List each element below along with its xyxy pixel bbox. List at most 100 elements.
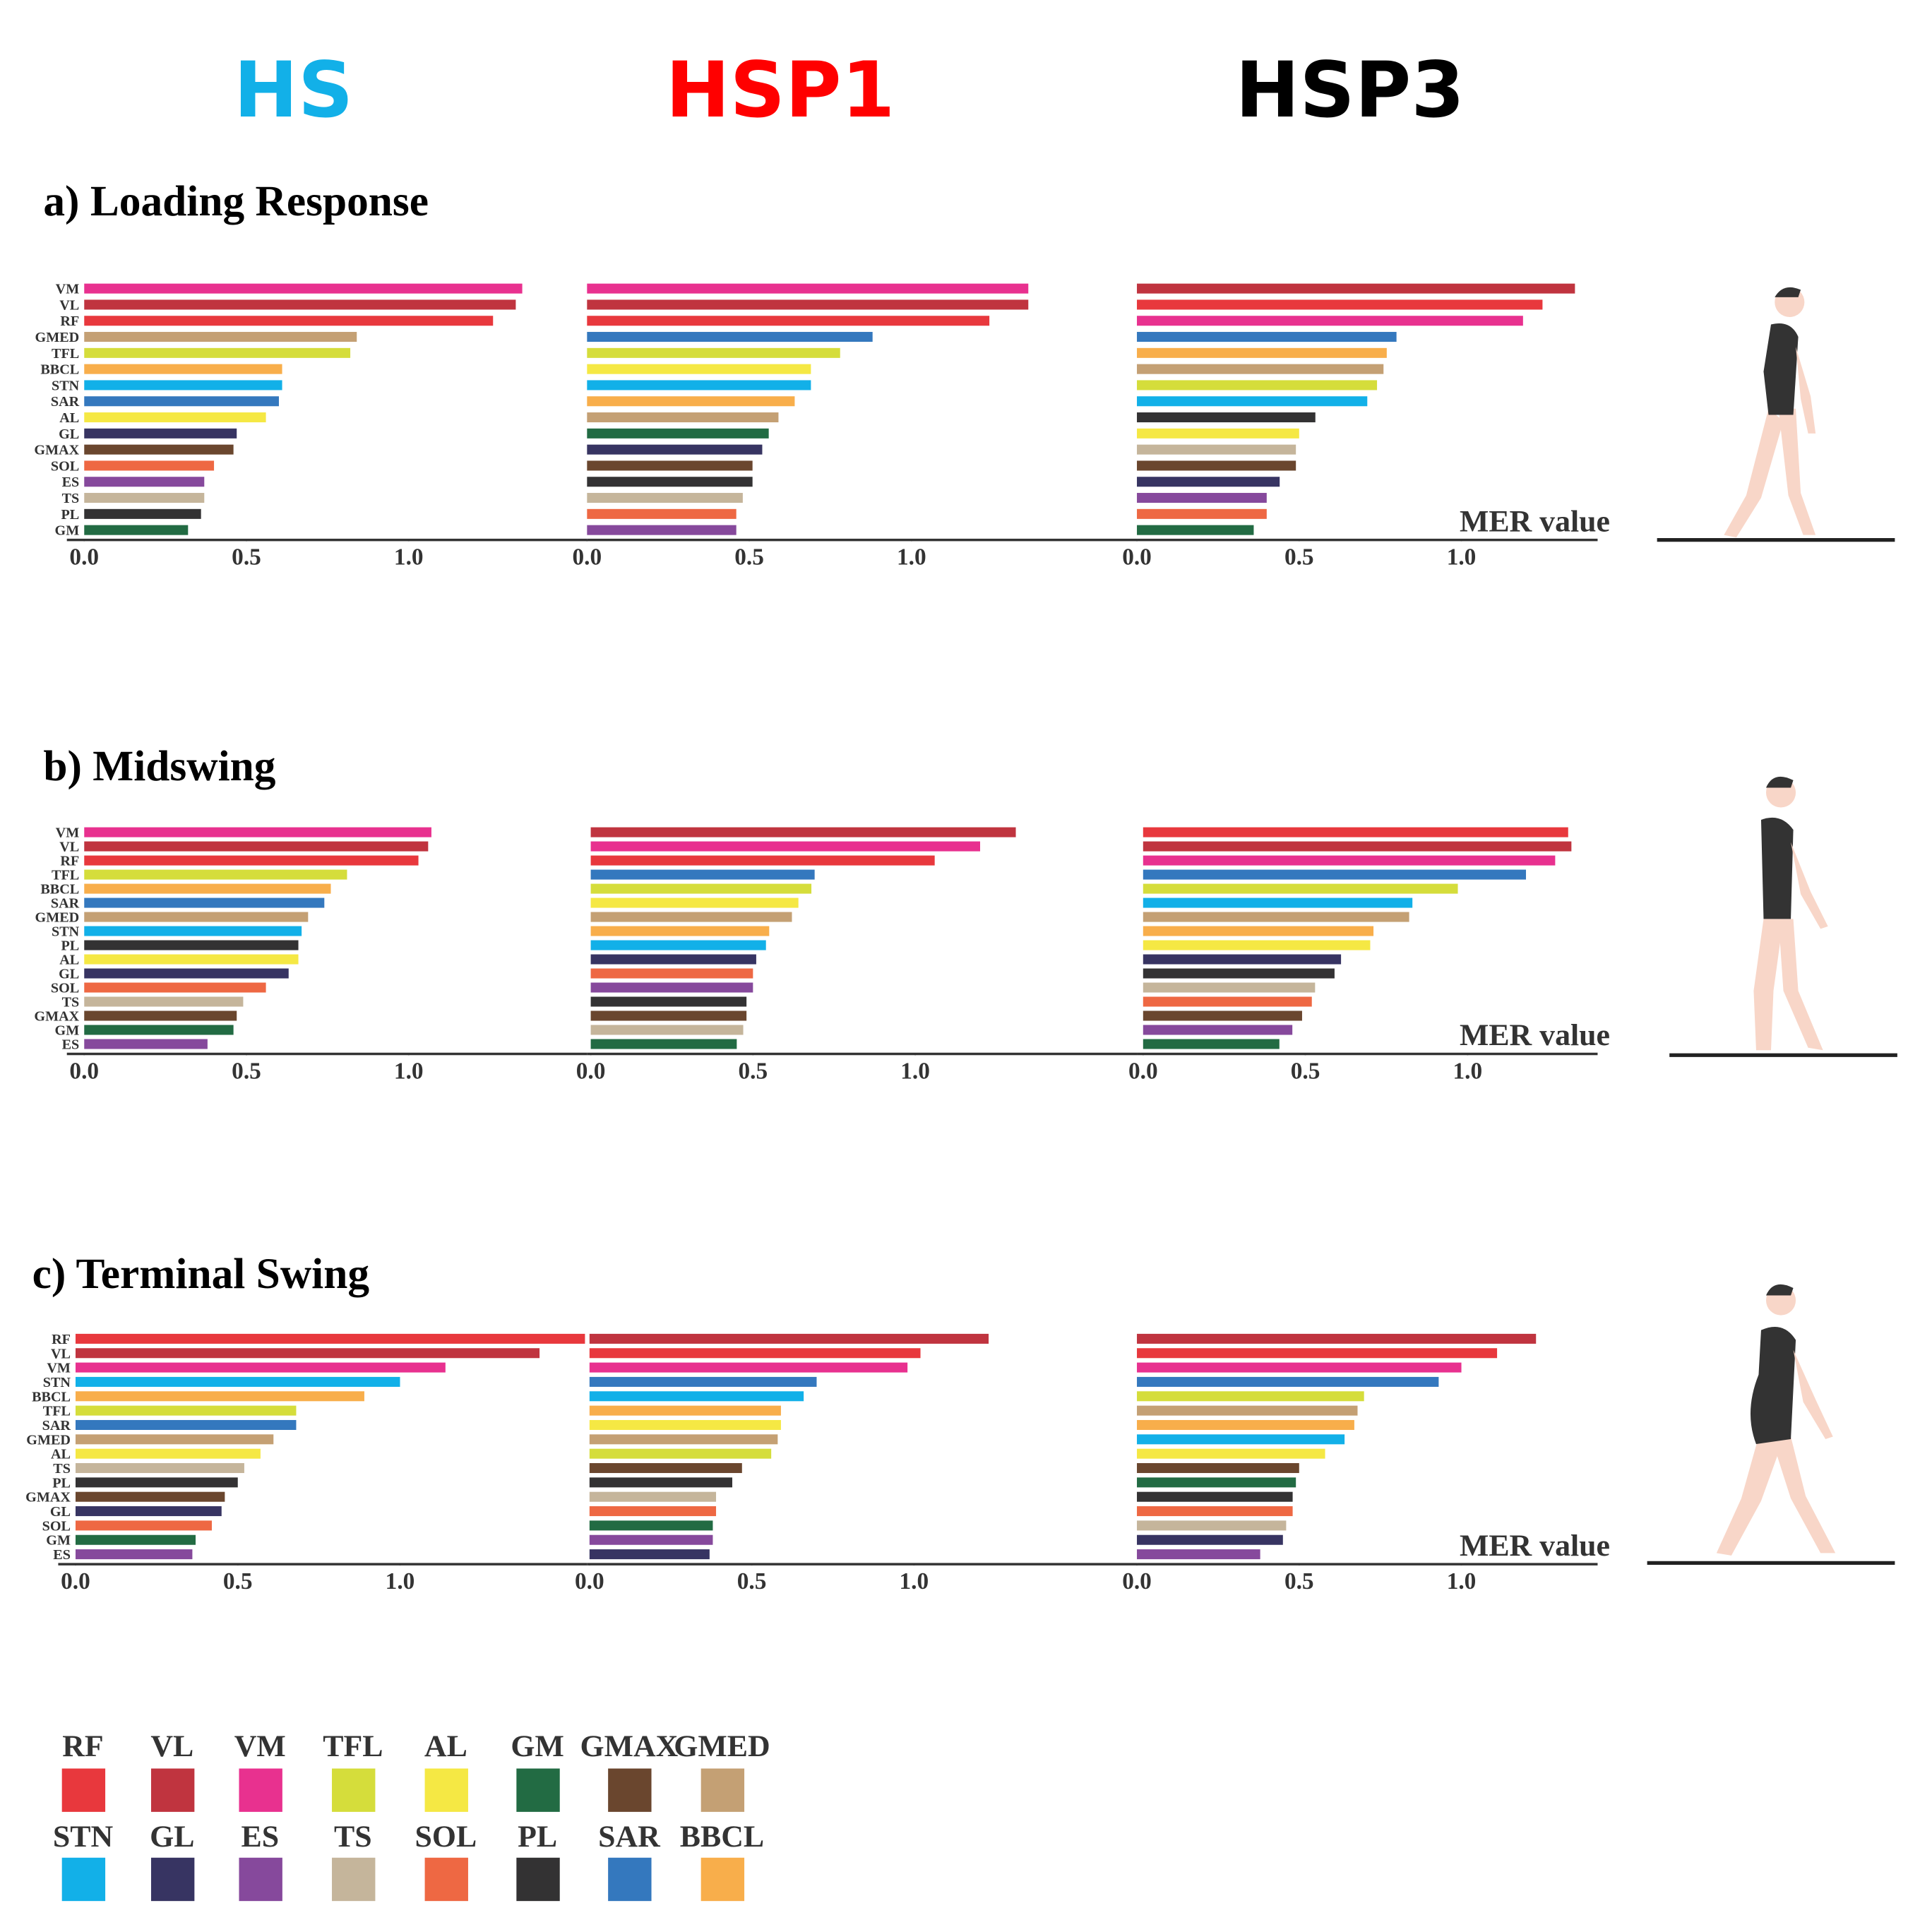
legend-swatch [424,1768,468,1812]
legend-label: TFL [323,1729,383,1763]
legend-swatch [332,1768,376,1812]
bar [1143,954,1342,965]
bar [587,332,873,342]
y-tick-label: AL [59,410,79,426]
x-tick-label: 1.0 [394,1059,424,1085]
bar [75,1333,585,1344]
x-tick-label: 0.5 [223,1568,253,1594]
bar [1137,1419,1354,1430]
x-tick-label: 0.5 [737,1568,767,1594]
legend-label: GMED [674,1729,770,1763]
x-tick-label: 1.0 [900,1059,930,1085]
legend-label: RF [62,1729,103,1763]
bar [590,954,756,965]
bar [589,1405,781,1416]
bar [1137,283,1575,294]
bar [587,460,753,471]
bar [75,1491,225,1502]
bar [587,283,1029,294]
bar [589,1362,908,1373]
bar [1137,1477,1296,1488]
bar [1137,460,1296,471]
y-tick-label: RF [52,1332,71,1347]
x-tick-label: 1.0 [386,1568,415,1594]
legend-label: BBCL [680,1820,764,1854]
bar [590,1010,747,1021]
y-tick-label: ES [62,475,80,490]
y-tick-label: VL [51,1346,71,1361]
bar [587,396,795,407]
bar [587,316,990,326]
group-header: HS [234,45,353,135]
bar [590,968,753,979]
bar [587,508,737,519]
legend-swatch [239,1768,282,1812]
x-tick-label: 0.0 [1128,1059,1158,1085]
bar [1143,855,1556,866]
y-tick-label: SOL [42,1518,71,1534]
bar [75,1362,446,1373]
bar [1137,1462,1299,1474]
walker-figure [1657,287,1895,542]
bar [1143,1025,1293,1035]
bar [1143,912,1409,922]
bar [84,332,357,342]
y-tick-label: BBCL [32,1389,71,1405]
y-tick-label: GMAX [25,1490,71,1505]
legend-swatch [150,1768,195,1812]
bar [1143,1039,1280,1049]
x-tick-label: 1.0 [1453,1059,1482,1085]
bar [75,1391,364,1402]
bar [84,855,419,866]
bar [1137,1376,1439,1387]
y-tick-label: GL [59,967,79,982]
legend-swatch [608,1857,652,1902]
bar [1143,940,1371,950]
bar [1137,1549,1260,1560]
legend-swatch [424,1857,468,1902]
walker-figure [1669,776,1897,1057]
phase-title: a) Loading Response [43,177,429,225]
y-tick-label: PL [61,938,79,954]
bar [589,1549,710,1560]
bar [84,883,331,894]
y-tick-label: GMED [35,910,80,926]
bar [75,1506,222,1517]
y-tick-label: GL [50,1504,71,1520]
bar [589,1534,713,1545]
bar [590,1025,744,1035]
group-header: HSP1 [666,45,895,135]
x-tick-label: 0.5 [739,1059,768,1085]
bar [75,1448,261,1459]
bar [1143,883,1458,894]
bar [1137,1348,1498,1359]
y-tick-label: STN [52,924,80,940]
bar [1137,1448,1325,1459]
y-tick-label: BBCL [40,362,79,378]
x-tick-label: 0.0 [575,1568,604,1594]
phase-title: c) Terminal Swing [32,1250,370,1298]
bar [84,827,431,837]
bar [84,1039,208,1049]
bar [1137,299,1543,310]
bar [590,841,980,852]
bar [84,1025,234,1035]
x-tick-label: 0.0 [1122,1568,1152,1594]
bar [1137,1391,1364,1402]
legend-label: VM [234,1729,286,1763]
bar [1137,1333,1537,1344]
legend-swatch [516,1768,560,1812]
bar [84,508,201,519]
bar [1137,396,1368,407]
bar [589,1434,778,1445]
bar [590,855,935,866]
bar [84,898,325,908]
y-tick-label: TS [62,491,80,506]
bar [1143,827,1568,837]
bar [1137,316,1523,326]
legend-swatch [61,1857,106,1902]
bar [84,396,279,407]
bar [589,1520,713,1531]
legend-label: SAR [598,1820,661,1854]
bar [590,869,815,880]
